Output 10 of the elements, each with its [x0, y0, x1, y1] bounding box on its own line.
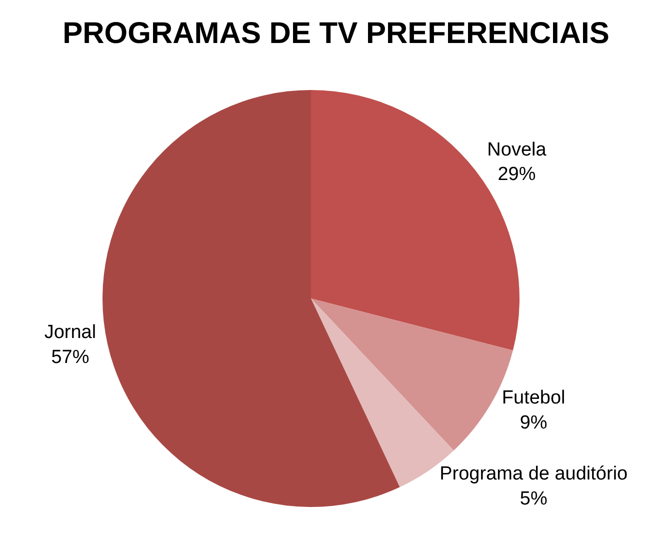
slice-label: Programa de auditório	[440, 464, 628, 485]
data-label: 9%	[520, 412, 548, 434]
slice-label: Jornal	[44, 322, 96, 344]
data-label: 5%	[520, 488, 548, 510]
slice-label: Futebol	[502, 388, 566, 409]
chart-title: PROGRAMAS DE TV PREFERENCIAIS	[62, 16, 610, 50]
data-label: 57%	[51, 346, 90, 368]
data-label: 29%	[498, 164, 536, 185]
slice-label: Novela	[487, 139, 547, 160]
pie-slice	[102, 90, 400, 507]
